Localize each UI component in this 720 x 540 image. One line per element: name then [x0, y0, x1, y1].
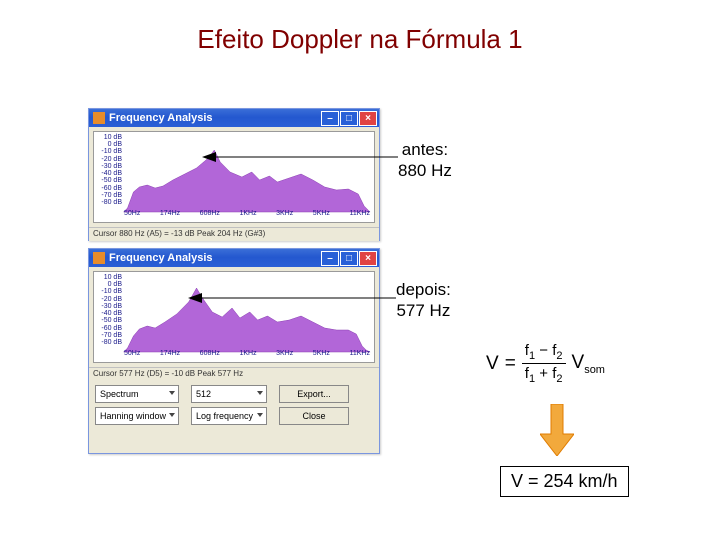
- app-icon: [93, 112, 105, 124]
- tick-label: -30 dB: [96, 163, 122, 170]
- export-button[interactable]: Export...: [279, 385, 349, 403]
- maximize-button[interactable]: □: [340, 251, 358, 266]
- tick-label: 50Hz: [124, 350, 140, 360]
- window-title: Frequency Analysis: [109, 112, 321, 124]
- tick-label: -60 dB: [96, 185, 122, 192]
- tick-label: -50 dB: [96, 317, 122, 324]
- tick-label: -40 dB: [96, 310, 122, 317]
- maximize-button[interactable]: □: [340, 111, 358, 126]
- spectrum-svg: [94, 272, 374, 362]
- status-bar: Cursor 577 Hz (D5) = -10 dB Peak 577 Hz: [89, 367, 379, 381]
- formula-fraction: f1 − f2 f1 + f2: [522, 342, 566, 385]
- titlebar: Frequency Analysis – □ ×: [89, 249, 379, 267]
- tick-label: 50Hz: [124, 210, 140, 220]
- tick-label: -10 dB: [96, 148, 122, 155]
- label-antes: antes: 880 Hz: [398, 139, 452, 182]
- close-button[interactable]: ×: [359, 111, 377, 126]
- tick-label: -80 dB: [96, 339, 122, 346]
- formula-vsom: Vsom: [572, 352, 605, 376]
- titlebar-buttons: – □ ×: [321, 251, 377, 266]
- label-antes-line2: 880 Hz: [398, 160, 452, 181]
- minimize-button[interactable]: –: [321, 251, 339, 266]
- freq-window-antes: Frequency Analysis – □ × 10 dB0 dB-10 dB…: [88, 108, 380, 241]
- axis-dropdown[interactable]: Log frequency: [191, 407, 267, 425]
- formula: V = f1 − f2 f1 + f2 Vsom: [486, 342, 605, 385]
- y-axis-ticks: 10 dB0 dB-10 dB-20 dB-30 dB-40 dB-50 dB-…: [96, 134, 122, 206]
- tick-label: 10 dB: [96, 274, 122, 281]
- tick-label: 0 dB: [96, 281, 122, 288]
- window-title: Frequency Analysis: [109, 252, 321, 264]
- tick-label: 174Hz: [160, 210, 180, 220]
- tick-label: -60 dB: [96, 325, 122, 332]
- label-antes-line1: antes:: [398, 139, 452, 160]
- tick-label: 11KHz: [349, 350, 370, 360]
- size-dropdown[interactable]: 512: [191, 385, 267, 403]
- spectrum-svg: [94, 132, 374, 222]
- spectrum-plot-depois: 10 dB0 dB-10 dB-20 dB-30 dB-40 dB-50 dB-…: [93, 271, 375, 363]
- minimize-button[interactable]: –: [321, 111, 339, 126]
- formula-numerator: f1 − f2: [522, 342, 566, 364]
- formula-eq: =: [505, 353, 516, 375]
- x-axis-ticks: 50Hz 174Hz 608Hz 1KHz 3KHz 5KHz 11KHz: [124, 350, 370, 360]
- tick-label: 608Hz: [200, 350, 220, 360]
- x-axis-ticks: 50Hz 174Hz 608Hz 1KHz 3KHz 5KHz 11KHz: [124, 210, 370, 220]
- titlebar: Frequency Analysis – □ ×: [89, 109, 379, 127]
- app-icon: [93, 252, 105, 264]
- tick-label: 5KHz: [313, 350, 330, 360]
- function-dropdown[interactable]: Hanning window: [95, 407, 179, 425]
- tick-label: 174Hz: [160, 350, 180, 360]
- y-axis-ticks: 10 dB0 dB-10 dB-20 dB-30 dB-40 dB-50 dB-…: [96, 274, 122, 346]
- tick-label: 1KHz: [239, 210, 256, 220]
- label-depois-line1: depois:: [396, 279, 451, 300]
- titlebar-buttons: – □ ×: [321, 111, 377, 126]
- formula-denominator: f1 + f2: [522, 364, 566, 385]
- tick-label: -30 dB: [96, 303, 122, 310]
- controls-panel: Spectrum 512 Export... Hanning window Lo…: [89, 381, 379, 431]
- tick-label: -50 dB: [96, 177, 122, 184]
- formula-lhs: V: [486, 353, 499, 375]
- status-bar: Cursor 880 Hz (A5) = -13 dB Peak 204 Hz …: [89, 227, 379, 241]
- tick-label: 11KHz: [349, 210, 370, 220]
- label-depois: depois: 577 Hz: [396, 279, 451, 322]
- freq-window-depois: Frequency Analysis – □ × 10 dB0 dB-10 dB…: [88, 248, 380, 454]
- tick-label: -10 dB: [96, 288, 122, 295]
- result-arrow-icon: [540, 404, 574, 456]
- tick-label: -20 dB: [96, 296, 122, 303]
- tick-label: 608Hz: [200, 210, 220, 220]
- tick-label: 10 dB: [96, 134, 122, 141]
- page-title: Efeito Doppler na Fórmula 1: [0, 24, 720, 55]
- close-button[interactable]: ×: [359, 251, 377, 266]
- algorithm-dropdown[interactable]: Spectrum: [95, 385, 179, 403]
- tick-label: -70 dB: [96, 192, 122, 199]
- tick-label: 0 dB: [96, 141, 122, 148]
- tick-label: 1KHz: [239, 350, 256, 360]
- result-box: V = 254 km/h: [500, 466, 629, 497]
- label-depois-line2: 577 Hz: [396, 300, 451, 321]
- tick-label: -70 dB: [96, 332, 122, 339]
- tick-label: 5KHz: [313, 210, 330, 220]
- tick-label: -20 dB: [96, 156, 122, 163]
- close-panel-button[interactable]: Close: [279, 407, 349, 425]
- tick-label: 3KHz: [276, 210, 293, 220]
- tick-label: -40 dB: [96, 170, 122, 177]
- tick-label: 3KHz: [276, 350, 293, 360]
- tick-label: -80 dB: [96, 199, 122, 206]
- spectrum-plot-antes: 10 dB0 dB-10 dB-20 dB-30 dB-40 dB-50 dB-…: [93, 131, 375, 223]
